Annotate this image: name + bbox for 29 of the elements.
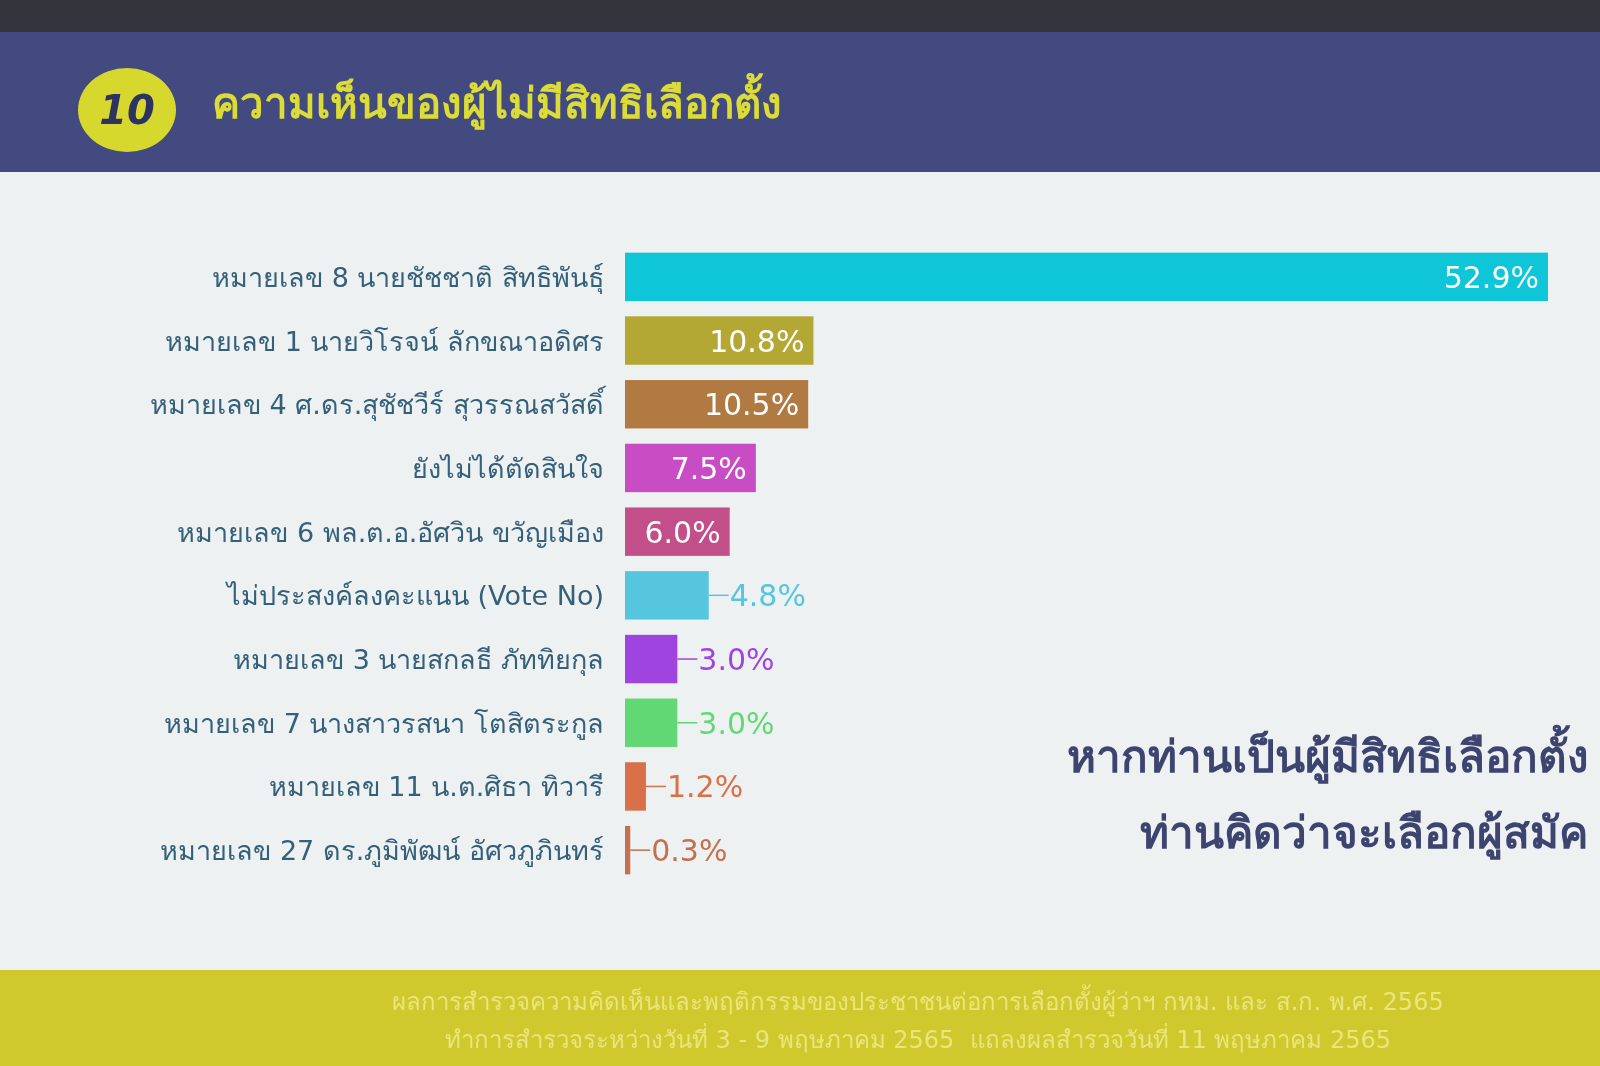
data-label: 10.5% [703,387,800,423]
text: หากท่านเป็นผู้มีสิทธิเลือกตั้ง ท่านคิดว่าจะเลือกผู้สมัค [1067,724,1588,860]
data-label: 3.0% [698,642,775,678]
y-tick-label: หมายเลข 8 นายชัชชาติ สิทธิพันธุ์ [212,261,604,295]
bar [625,380,809,429]
data-label: 10.8% [709,323,805,359]
y-tick-label: หมายเลข 6 พล.ต.อ.อัศวิน ขวัญเมือง [177,516,604,548]
data-label: 6.0% [644,514,721,550]
y-tick-label: หมายเลข 1 นายวิโรจน์ ลักขณาอดิศร [165,325,604,357]
y-tick-label: หมายเลข 7 นางสาวรสนา โตสิตระกูล [164,707,604,740]
bar [625,252,1548,302]
text: ผลการสำรวจความคิดเห็นและพฤติกรรมของประชาชนต่อการเลือกตั้งผู้ว่าฯ กทม. และ ส.ก. พ.ศ. 2565 [392,984,1444,1017]
y-tick-label: ไม่ประสงค์ลงคะแนน (Vote No) [224,580,604,612]
badge: 10 [78,68,176,152]
data-label: 4.8% [729,578,806,614]
data-label: 3.0% [698,705,775,741]
y-tick-label: หมายเลข 27 ดร.ภูมิพัฒน์ อัศวภูภินทร์ [160,835,604,868]
y-tick-label: หมายเลข 11 น.ต.ศิธา ทิวารี [268,771,604,803]
data-label: 52.9% [1443,259,1539,295]
y-tick-label: ยังไม่ได้ตัดสินใจ [412,452,604,484]
bar [625,443,756,493]
data-label: 0.3% [651,833,728,869]
text: ทำการสำรวจระหว่างวันที่ 3 - 9 พฤษภาคม 2565 แถลงผลสำรวจวันที่ 11 พฤษภาคม 2565 [444,1023,1392,1054]
chart-title: ความเห็นของผู้ไม่มีสิทธิเลือกตั้ง [212,72,782,130]
bar [625,316,814,365]
data-label: 1.2% [666,769,744,805]
y-tick-label: หมายเลข 4 ศ.ดร.สุชัชวีร์ สุวรรณสวัสดิ์ [149,385,607,423]
y-tick-label: หมายเลข 3 นายสกลธี ภัททิยกุล [233,644,604,678]
data-label: 7.5% [670,450,747,486]
